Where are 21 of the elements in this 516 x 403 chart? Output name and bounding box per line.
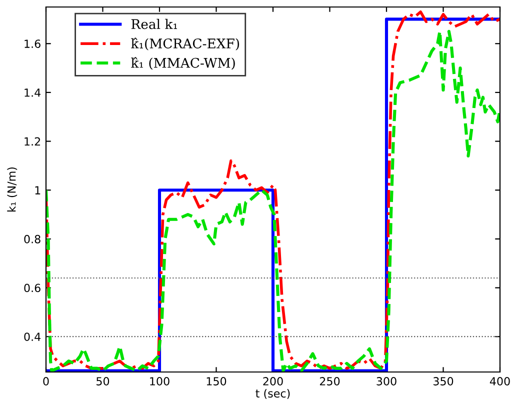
- x-tick-label: 0: [43, 377, 49, 386]
- x-tick-label: 200: [263, 377, 283, 386]
- y-tick-label: 0.8: [24, 234, 40, 244]
- legend-label: Real k₁: [131, 18, 177, 30]
- x-tick-label: 100: [150, 377, 170, 386]
- legend-label: k̂₁(MCRAC-EXF): [131, 38, 240, 50]
- x-axis-title: t (sec): [256, 389, 290, 399]
- y-tick-label: 1: [35, 186, 40, 194]
- legend-label: k̂₁ (MMAC-WM): [131, 57, 235, 70]
- y-tick-label: 1.4: [24, 88, 41, 97]
- x-tick-label: 150: [206, 377, 226, 386]
- y-tick-label: 1.2: [24, 137, 40, 146]
- x-tick-label: 350: [433, 377, 454, 386]
- x-tick-label: 400: [490, 377, 510, 386]
- x-tick-label: 250: [320, 377, 340, 386]
- x-tick-label: 50: [96, 377, 110, 386]
- y-tick-label: 1.6: [24, 40, 40, 48]
- y-tick-label: 0.6: [24, 284, 40, 292]
- y-axis-title: k₁ (N/m): [7, 167, 18, 212]
- x-tick-label: 300: [376, 377, 396, 386]
- y-tick-label: 0.4: [24, 332, 41, 341]
